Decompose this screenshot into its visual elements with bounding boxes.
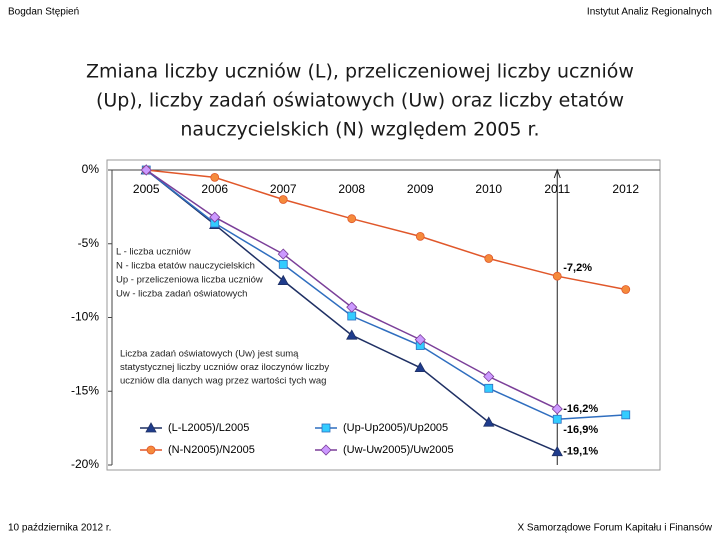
legend-marker: [145, 422, 157, 433]
point: [140, 164, 152, 176]
chart-title: Zmiana liczby uczniów (L), przeliczeniow…: [86, 61, 634, 83]
point: [483, 416, 495, 427]
institute: Instytut Analiz Regionalnych: [587, 7, 712, 18]
chart-title: nauczycielskich (N) względem 2005 r.: [180, 119, 539, 141]
point: [278, 195, 288, 204]
value-label: -7,2%: [563, 262, 592, 274]
point: [209, 211, 221, 223]
x-tick-label: 2010: [475, 182, 502, 196]
legend-marker: [321, 423, 331, 433]
series-line: [145, 169, 626, 421]
point: [278, 259, 288, 269]
y-tick-label: -15%: [71, 383, 99, 397]
point: [347, 214, 357, 224]
value-label: -16,2%: [563, 403, 598, 415]
legend-label: (N-N2005)/N2005: [168, 444, 255, 456]
point: [347, 311, 357, 321]
chart-title: (Up), liczby zadań oświatowych (Uw) oraz…: [96, 90, 624, 112]
x-tick-label: 2009: [407, 182, 434, 196]
point: [551, 403, 563, 415]
note: Liczba zadań oświatowych (Uw) jest sumą: [120, 349, 299, 360]
author: Bogdan Stępień: [8, 7, 79, 18]
point: [552, 271, 562, 281]
legend-marker: [320, 444, 332, 456]
y-tick-label: 0%: [82, 162, 100, 176]
point: [277, 274, 289, 286]
point: [552, 414, 562, 424]
point: [210, 172, 220, 182]
point: [277, 248, 289, 260]
footer-date: 10 października 2012 r.: [8, 523, 111, 534]
legend-marker: [146, 445, 156, 455]
footer-event: X Samorządowe Forum Kapitału i Finansów: [517, 523, 712, 534]
annotation: Up - przeliczeniowa liczba uczniów: [116, 275, 263, 286]
reference-arrow: [553, 168, 561, 179]
point: [621, 285, 631, 294]
x-tick-label: 2006: [201, 182, 228, 196]
value-label: -16,9%: [563, 424, 598, 436]
x-tick-label: 2008: [338, 182, 365, 196]
y-tick-label: -20%: [71, 457, 99, 471]
point: [484, 383, 494, 393]
annotation: N - liczba etatów nauczycielskich: [116, 261, 255, 272]
x-tick-label: 2005: [133, 182, 160, 196]
point: [346, 329, 358, 340]
legend-label: (Uw-Uw2005)/Uw2005: [343, 444, 454, 456]
legend-label: (Up-Up2005)/Up2005: [343, 422, 448, 434]
legend-label: (L-L2005)/L2005: [168, 422, 249, 434]
x-tick-label: 2012: [612, 182, 639, 196]
point: [484, 254, 494, 263]
y-tick-label: -10%: [71, 310, 99, 324]
series-line: [146, 169, 626, 291]
note: uczniów dla danych wag przez wartości ty…: [120, 376, 326, 387]
point: [346, 301, 358, 313]
y-tick-label: -5%: [78, 236, 100, 250]
point: [483, 370, 495, 383]
annotation: Uw - liczba zadań oświatowych: [116, 289, 247, 300]
point: [414, 334, 426, 346]
point: [415, 231, 425, 241]
annotation: L - liczba uczniów: [116, 247, 191, 258]
point: [621, 410, 631, 420]
point: [551, 445, 563, 457]
note: statystycznej liczby uczniów oraz iloczy…: [120, 362, 329, 373]
point: [414, 361, 426, 373]
x-tick-label: 2007: [270, 182, 297, 196]
value-label: -19,1%: [563, 446, 598, 458]
